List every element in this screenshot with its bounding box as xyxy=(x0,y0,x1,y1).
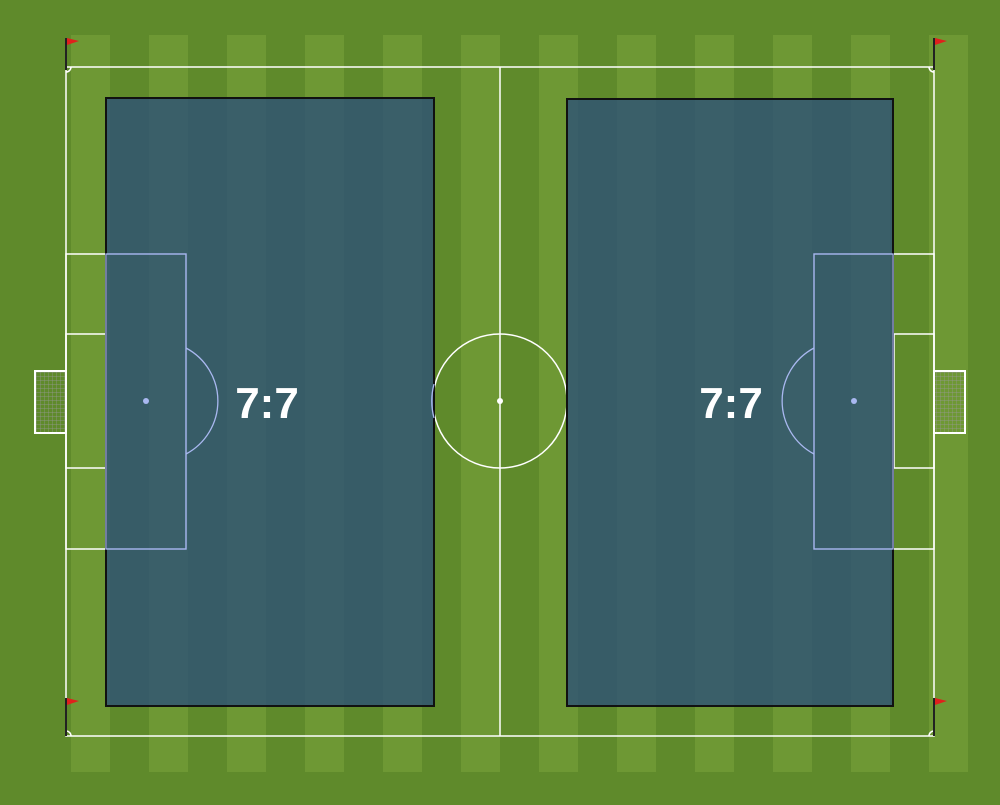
right-zone-label: 7:7 xyxy=(699,379,763,428)
zone-penalty-markings xyxy=(105,253,894,550)
corner-flag-top-right xyxy=(933,38,947,70)
grass-stripe xyxy=(461,35,500,772)
left-zone-penalty-box xyxy=(105,253,187,550)
corner-arc-top-left xyxy=(65,66,72,73)
right-penalty-arc xyxy=(781,347,815,455)
center-circle-left-inner xyxy=(431,383,435,419)
corner-flag-top-left xyxy=(65,38,79,70)
left-penalty-spot xyxy=(143,398,149,404)
left-penalty-arc xyxy=(185,347,219,455)
grass-stripe xyxy=(890,35,929,772)
center-spot xyxy=(497,398,503,404)
grass-stripe xyxy=(500,35,539,772)
right-penalty-spot xyxy=(851,398,857,404)
right-zone-penalty-box xyxy=(813,253,894,550)
left-zone-area[interactable] xyxy=(105,97,435,707)
left-goal xyxy=(34,370,67,434)
corner-arc-top-right xyxy=(928,66,935,73)
grass-stripe xyxy=(71,35,110,772)
left-zone-label: 7:7 xyxy=(235,379,299,428)
corner-flag-bottom-right xyxy=(933,698,947,736)
right-zone-area[interactable] xyxy=(566,98,894,707)
right-goal xyxy=(933,370,966,434)
corner-flag-bottom-left xyxy=(65,698,79,736)
